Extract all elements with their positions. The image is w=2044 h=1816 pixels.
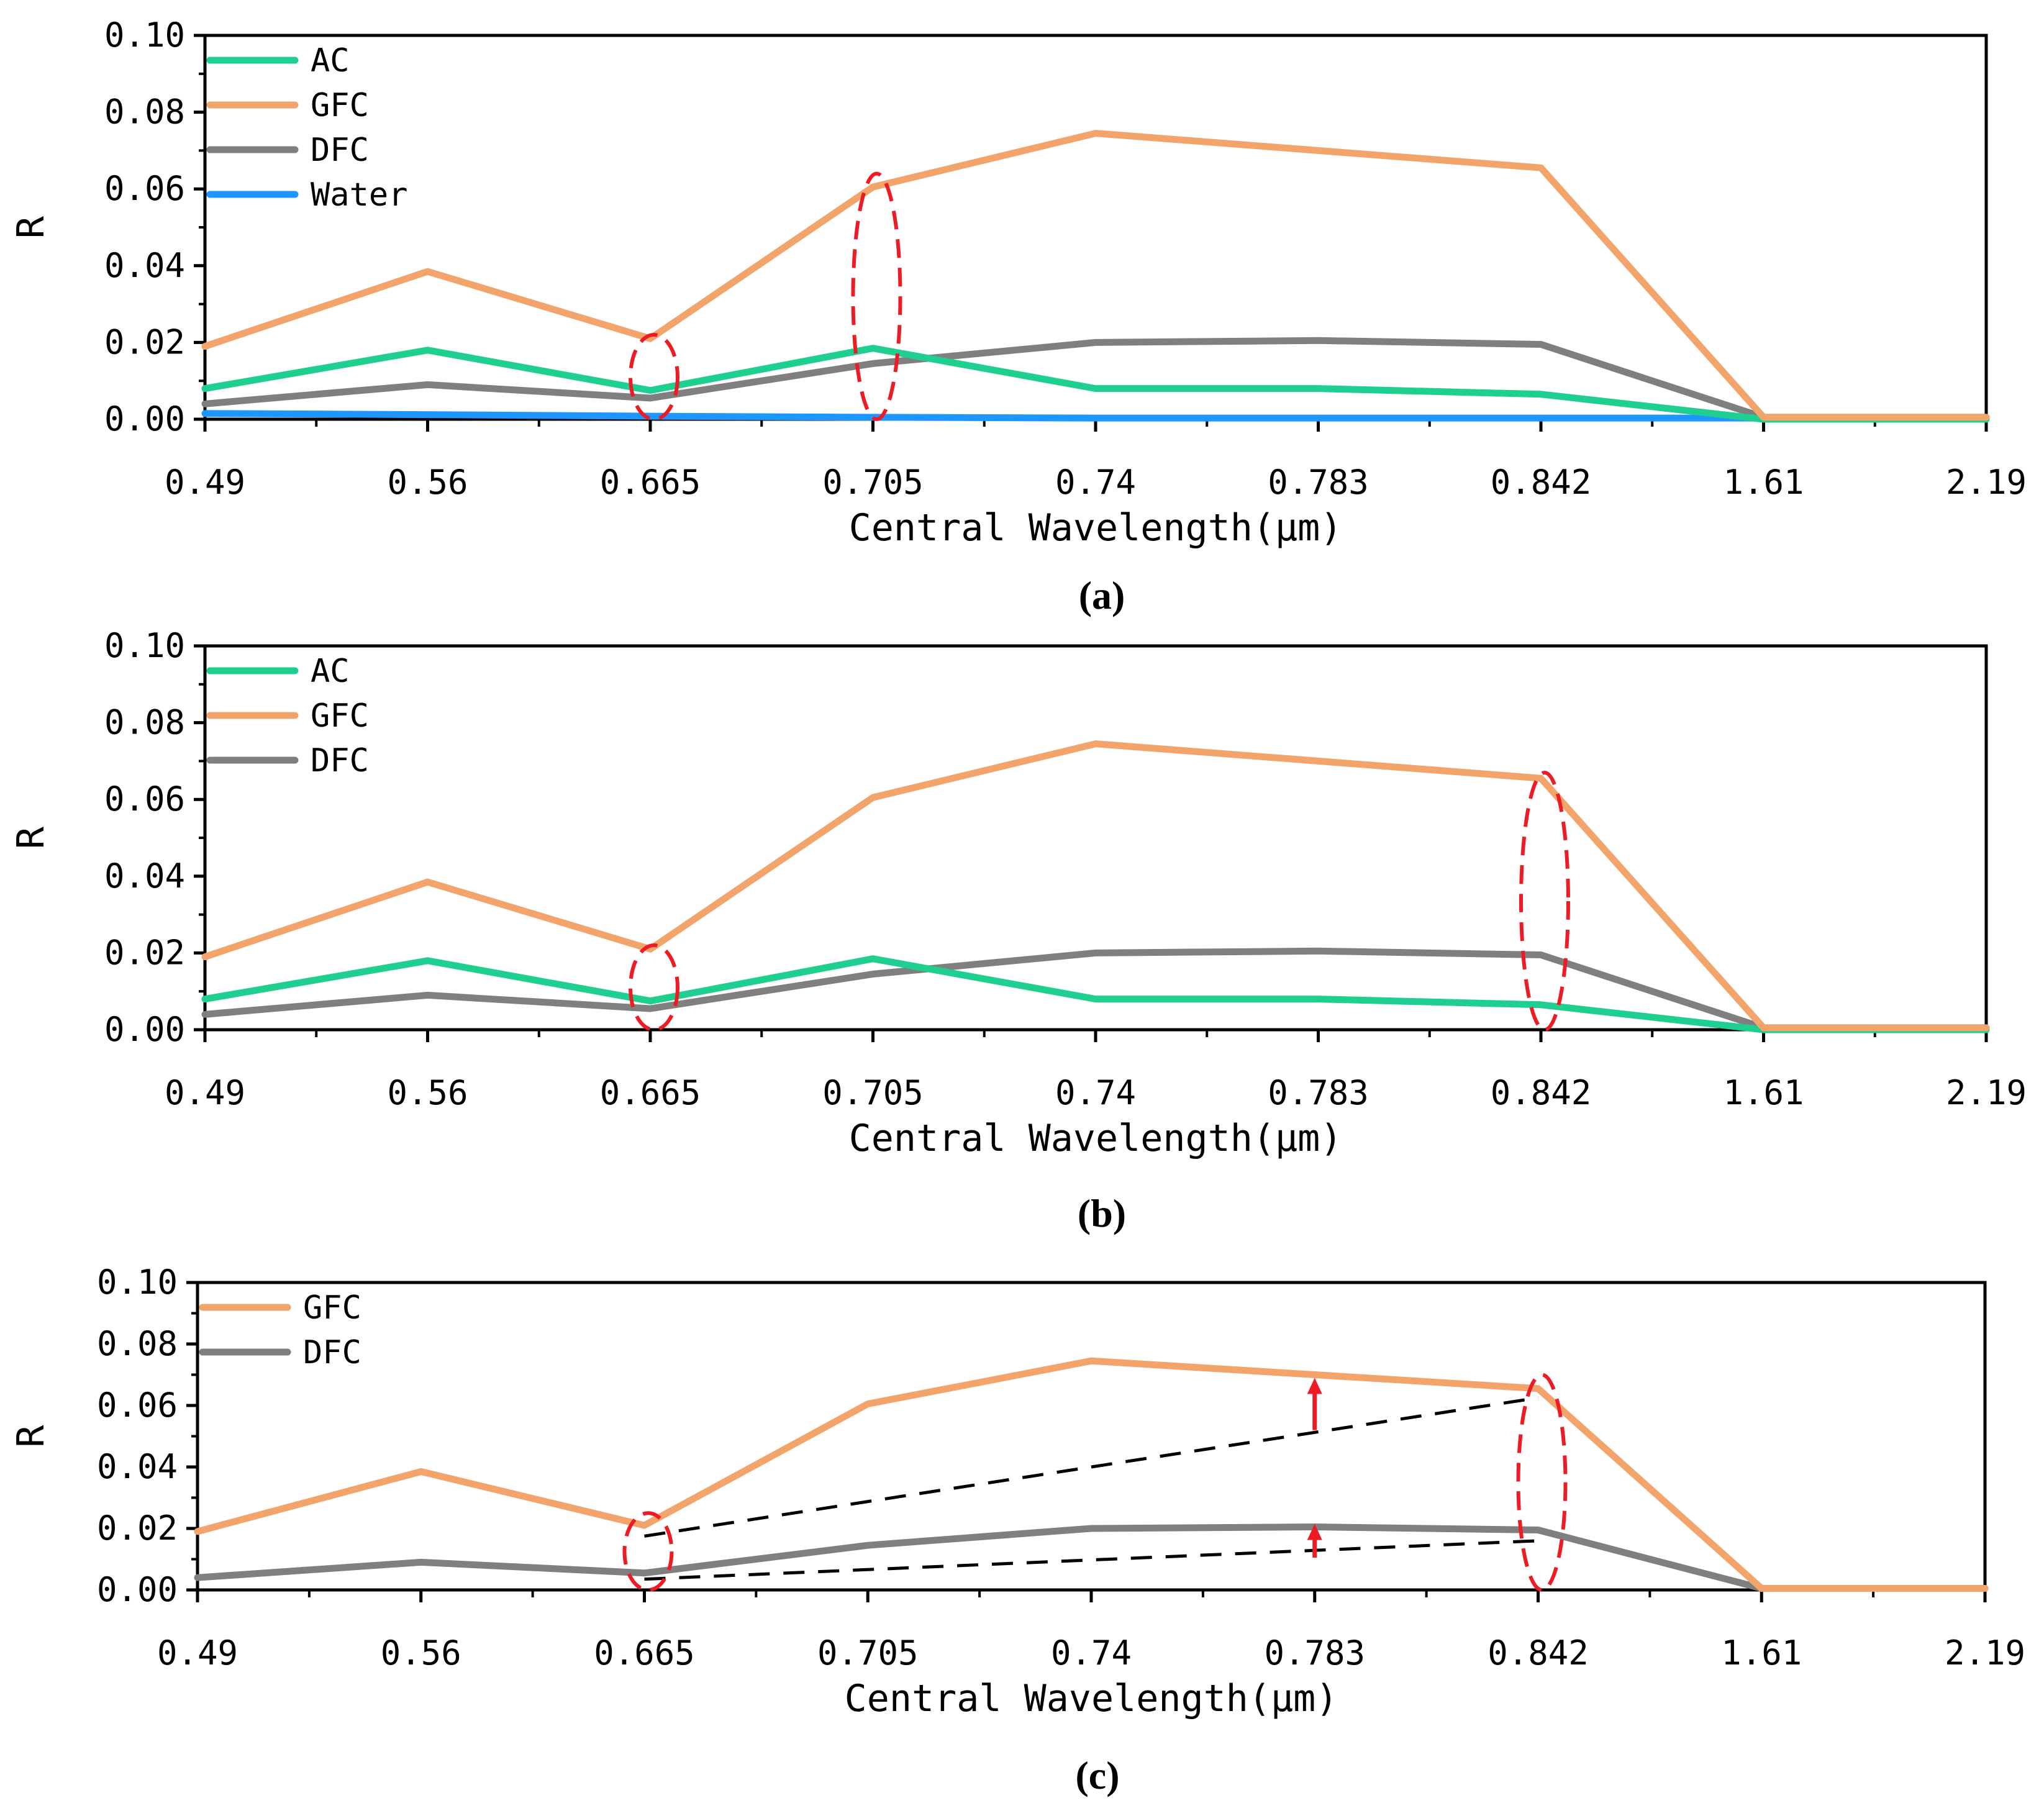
x-tick-label: 0.74 <box>1055 1073 1136 1112</box>
y-tick-label: 0.00 <box>97 1570 178 1609</box>
y-tick-label: 0.10 <box>104 16 185 55</box>
series-line-gfc <box>201 130 1990 421</box>
panel-a: 0.00 0.02 0.04 0.06 0.08 0.10 0.49 0.56 0.665 0.7… <box>9 16 2027 617</box>
x-tick-label: 0.665 <box>594 1633 695 1673</box>
legend-label-water: Water <box>311 176 408 214</box>
x-tick-label: 0.74 <box>1055 463 1136 502</box>
legend-label-gfc: GFC <box>311 697 369 735</box>
highlight-ellipse <box>629 333 679 422</box>
legend-label-dfc: DFC <box>311 132 369 169</box>
series-line-gfc <box>201 740 1990 1032</box>
y-tick-label: 0.08 <box>97 1324 178 1363</box>
x-tick-label: 0.842 <box>1491 1073 1592 1112</box>
x-tick-label: 0.56 <box>387 1073 468 1112</box>
highlight-ellipse <box>1519 770 1570 1032</box>
y-tick-label: 0.10 <box>97 1263 178 1302</box>
x-tick-label: 0.783 <box>1268 1073 1369 1112</box>
y-tick-label: 0.06 <box>104 779 185 819</box>
trend-line <box>644 1396 1538 1538</box>
x-tick-label: 0.665 <box>600 463 701 502</box>
x-tick-label: 1.61 <box>1721 1633 1802 1673</box>
x-tick-label: 0.783 <box>1268 463 1369 502</box>
x-tick-label: 0.842 <box>1488 1633 1589 1673</box>
y-tick-label: 0.04 <box>104 856 185 896</box>
y-axis-title: R <box>9 826 53 849</box>
x-axis-title: Central Wavelength(μm) <box>849 1117 1343 1160</box>
series-line-gfc <box>194 1357 1989 1592</box>
series-line-water <box>201 410 1990 422</box>
y-tick-label: 0.06 <box>97 1386 178 1425</box>
y-tick-label: 0.02 <box>104 933 185 972</box>
x-tick-label: 0.49 <box>165 1073 245 1112</box>
x-tick-label: 0.56 <box>381 1633 461 1673</box>
trend-line <box>644 1539 1538 1581</box>
x-tick-label: 0.783 <box>1264 1633 1365 1673</box>
x-tick-label: 0.705 <box>822 1073 924 1112</box>
legend-label-gfc: GFC <box>303 1289 361 1327</box>
x-tick-label: 0.56 <box>387 463 468 502</box>
legend-label-gfc: GFC <box>311 87 369 124</box>
panel-c: 0.00 0.02 0.04 0.06 0.08 0.10 0.49 0.56 0.665 0.7… <box>9 1263 2025 1797</box>
x-axis-title: Central Wavelength(μm) <box>845 1677 1338 1720</box>
x-tick-label: 0.705 <box>822 463 924 502</box>
panel-label: (b) <box>1078 1191 1126 1235</box>
y-tick-label: 0.02 <box>104 322 185 361</box>
x-tick-label: 0.49 <box>165 463 245 502</box>
legend-label-ac: AC <box>311 42 350 79</box>
y-tick-label: 0.00 <box>104 399 185 438</box>
highlight-ellipse <box>851 171 902 421</box>
y-tick-label: 0.10 <box>104 626 185 665</box>
panel-label: (a) <box>1079 573 1125 617</box>
highlight-ellipse <box>622 1511 674 1592</box>
x-tick-label: 0.49 <box>157 1633 238 1673</box>
y-tick-label: 0.06 <box>104 169 185 208</box>
legend-label-dfc: DFC <box>311 742 369 779</box>
x-tick-label: 2.19 <box>1946 463 2027 502</box>
arrow-head <box>1307 1523 1322 1540</box>
arrow-head <box>1307 1378 1322 1394</box>
legend-label-dfc: DFC <box>303 1334 361 1371</box>
x-tick-label: 2.19 <box>1945 1633 2025 1673</box>
y-axis-title: R <box>9 1425 53 1448</box>
x-tick-label: 0.842 <box>1491 463 1592 502</box>
highlight-ellipse <box>629 943 679 1032</box>
y-axis-title: R <box>9 216 53 238</box>
y-tick-label: 0.00 <box>104 1010 185 1049</box>
series-line-dfc <box>201 947 1990 1032</box>
legend-label-ac: AC <box>311 653 350 690</box>
x-tick-label: 0.665 <box>600 1073 701 1112</box>
y-tick-label: 0.04 <box>97 1447 178 1486</box>
highlight-ellipse <box>1516 1373 1568 1592</box>
series-line-dfc <box>201 337 1990 421</box>
y-tick-label: 0.04 <box>104 246 185 285</box>
x-tick-label: 1.61 <box>1723 463 1804 502</box>
series-line-ac <box>201 955 1990 1033</box>
y-tick-label: 0.08 <box>104 703 185 742</box>
x-tick-label: 0.74 <box>1051 1633 1132 1673</box>
y-tick-label: 0.02 <box>97 1509 178 1548</box>
y-tick-label: 0.08 <box>104 93 185 132</box>
series-line-dfc <box>194 1523 1989 1592</box>
x-tick-label: 2.19 <box>1946 1073 2027 1112</box>
panel-b: 0.00 0.02 0.04 0.06 0.08 0.10 0.49 0.56 0.665 0.7… <box>9 626 2027 1235</box>
x-tick-label: 1.61 <box>1723 1073 1804 1112</box>
x-axis-title: Central Wavelength(μm) <box>849 506 1343 550</box>
series-line-ac <box>201 345 1990 423</box>
panel-label: (c) <box>1075 1753 1119 1797</box>
x-tick-label: 0.705 <box>817 1633 919 1673</box>
